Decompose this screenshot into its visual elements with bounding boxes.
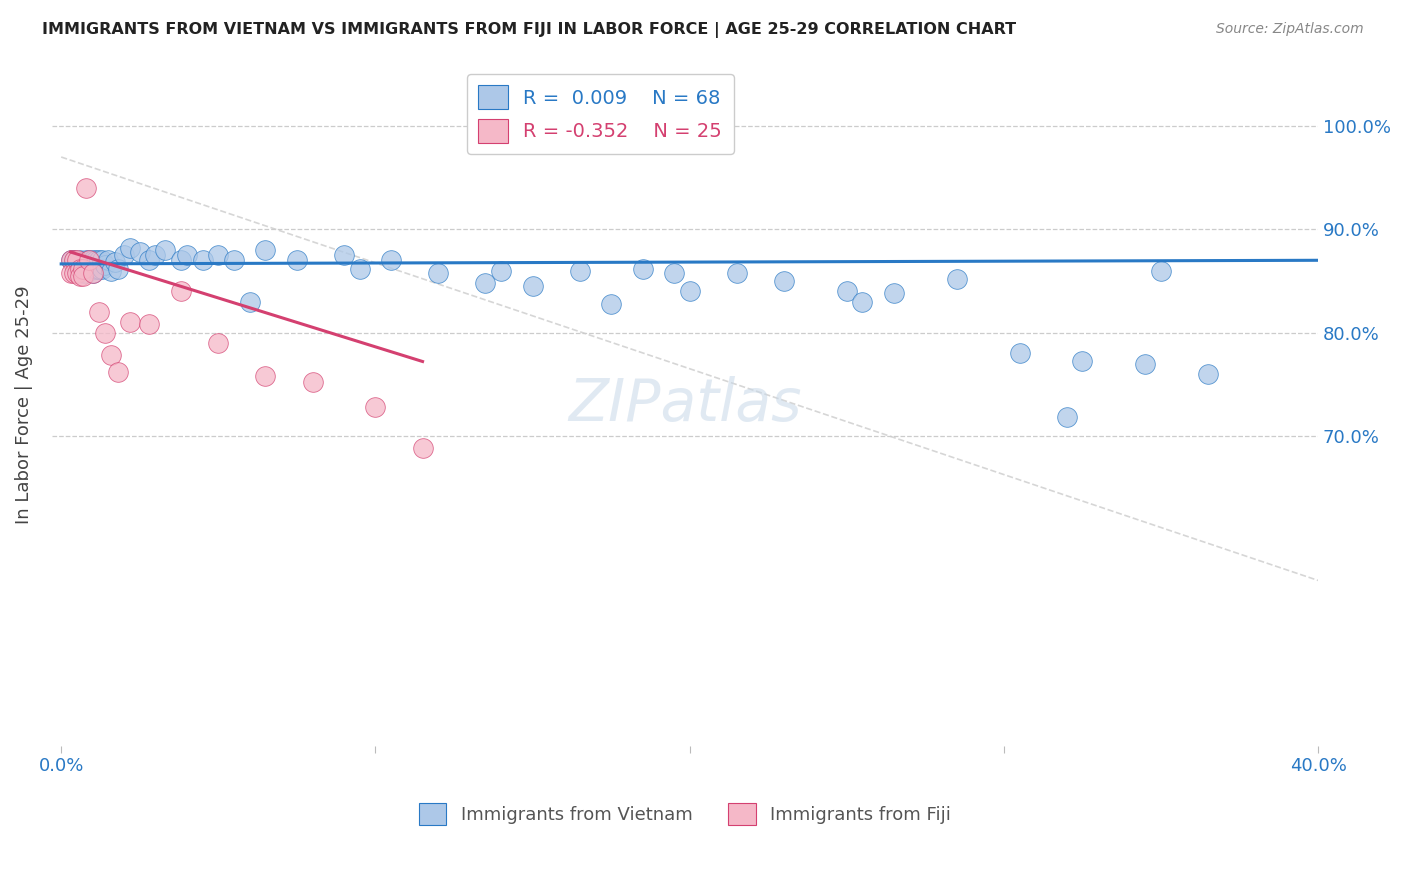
Point [100,263,122,277]
Point [568,263,591,277]
Point [138,253,160,268]
Point [145,248,167,262]
Point [94,326,117,340]
Point [59,253,82,268]
Point [82,253,104,268]
Point [107,365,129,379]
Text: ZIPatlas: ZIPatlas [568,376,801,434]
Point [66,266,89,280]
Point [87,253,110,268]
Point [82,266,104,280]
Point [662,266,685,280]
Point [62,266,84,280]
Point [79,253,101,268]
Point [107,261,129,276]
Point [66,253,89,268]
Point [138,318,160,332]
Point [87,261,110,276]
Point [412,442,434,456]
Point [75,253,97,268]
Point [91,261,114,276]
Point [62,253,84,268]
Point [380,253,402,268]
Point [427,266,450,280]
Point [97,253,120,268]
Point [59,253,82,268]
Point [72,261,94,276]
Point [75,181,97,195]
Point [84,253,107,268]
Point [120,241,142,255]
Point [222,253,245,268]
Point [69,268,91,283]
Point [75,261,97,276]
Point [69,261,91,276]
Point [72,268,94,283]
Point [72,255,94,269]
Point [91,253,114,268]
Point [112,248,135,262]
Point [1056,410,1078,425]
Point [66,255,89,269]
Point [62,259,84,273]
Point [1197,367,1219,381]
Point [69,261,91,276]
Point [79,261,101,276]
Point [153,243,176,257]
Point [254,368,277,383]
Point [945,272,967,286]
Point [207,335,229,350]
Point [773,274,796,288]
Point [207,248,229,262]
Point [169,285,191,299]
Point [522,279,544,293]
Point [254,243,277,257]
Point [631,261,654,276]
Point [169,253,191,268]
Point [191,253,214,268]
Point [128,245,150,260]
Point [851,294,873,309]
Point [75,266,97,280]
Point [62,253,84,268]
Point [1008,346,1031,360]
Point [364,400,387,414]
Point [1135,357,1157,371]
Point [239,294,262,309]
Point [69,253,91,268]
Point [87,305,110,319]
Point [176,248,198,262]
Point [72,261,94,276]
Point [82,266,104,280]
Point [883,286,905,301]
Point [474,276,496,290]
Point [600,296,623,310]
Legend: Immigrants from Vietnam, Immigrants from Fiji: Immigrants from Vietnam, Immigrants from… [412,796,957,832]
Point [333,248,356,262]
Point [66,263,89,277]
Point [835,285,858,299]
Point [72,266,94,280]
Point [725,266,748,280]
Point [94,259,117,273]
Text: IMMIGRANTS FROM VIETNAM VS IMMIGRANTS FROM FIJI IN LABOR FORCE | AGE 25-29 CORRE: IMMIGRANTS FROM VIETNAM VS IMMIGRANTS FR… [42,22,1017,38]
Point [301,375,323,389]
Point [489,263,512,277]
Point [84,261,107,276]
Point [1150,263,1173,277]
Point [1071,354,1094,368]
Point [349,261,371,276]
Y-axis label: In Labor Force | Age 25-29: In Labor Force | Age 25-29 [15,285,32,524]
Point [59,266,82,280]
Point [679,285,702,299]
Point [120,315,142,329]
Point [285,253,308,268]
Point [104,255,127,269]
Point [100,348,122,362]
Text: Source: ZipAtlas.com: Source: ZipAtlas.com [1216,22,1364,37]
Point [82,259,104,273]
Point [79,253,101,268]
